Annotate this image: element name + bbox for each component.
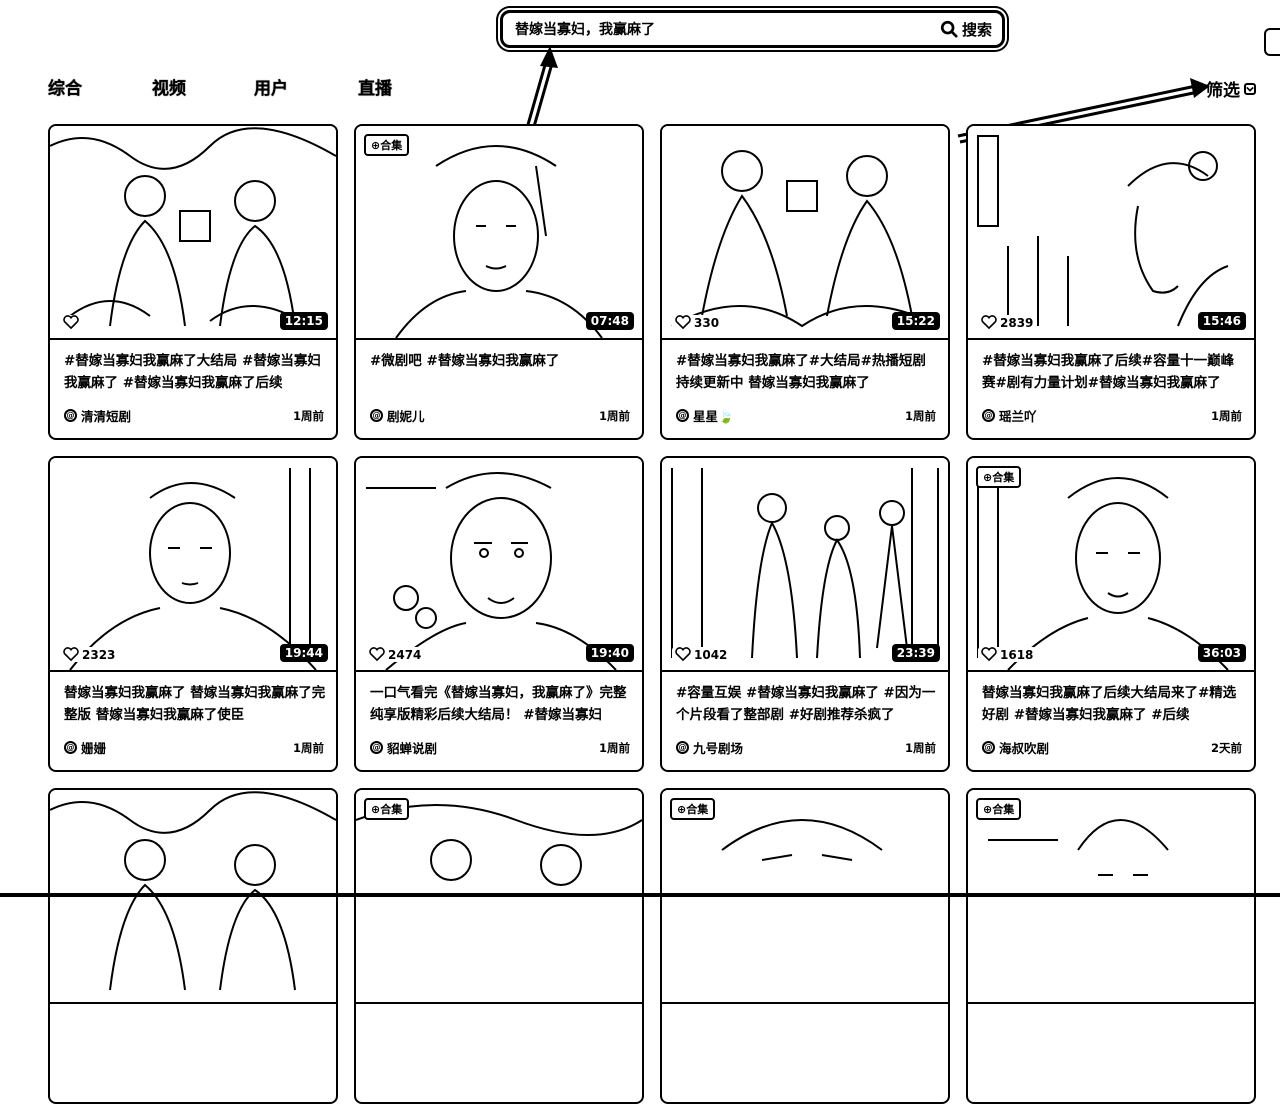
video-thumbnail: ⊕合集: [356, 790, 642, 1004]
at-icon: @: [982, 409, 995, 422]
video-duration: 19:40: [585, 644, 634, 662]
at-icon: @: [370, 409, 383, 422]
like-count: 2474: [366, 647, 425, 662]
video-thumbnail: 2474 19:40: [356, 458, 642, 672]
search-button[interactable]: 搜索: [938, 19, 994, 40]
like-count: 1042: [672, 647, 731, 662]
collection-tag: ⊕合集: [976, 798, 1022, 820]
heart-icon: [63, 647, 79, 662]
search-input[interactable]: [515, 21, 938, 37]
video-duration: 23:39: [891, 644, 940, 662]
heart-icon: [675, 647, 691, 662]
at-icon: @: [64, 741, 77, 754]
search-bar: 搜索: [500, 10, 1005, 48]
filter-button[interactable]: 筛选: [1206, 76, 1256, 101]
video-card[interactable]: ⊕合集 1618 36:03 替嫁当寡妇我赢麻了后续大结局来了#精选好剧 #替嫁…: [966, 456, 1256, 772]
video-thumbnail: ⊕合集: [968, 790, 1254, 1004]
publish-date: 1周前: [598, 740, 630, 755]
video-title[interactable]: #容量互娱 #替嫁当寡妇我赢麻了 #因为一个片段看了整部剧 #好剧推荐杀疯了: [676, 685, 936, 723]
video-thumbnail: ⊕合集 1618 36:03: [968, 458, 1254, 672]
video-thumbnail: 1042 23:39: [662, 458, 948, 672]
at-icon: @: [676, 741, 689, 754]
like-count: 330: [672, 315, 723, 330]
bottom-border: [0, 893, 1280, 897]
video-duration: 15:22: [891, 312, 940, 330]
author[interactable]: @ 瑶兰吖: [982, 406, 1037, 425]
search-icon: [940, 20, 958, 38]
author[interactable]: @ 九号剧场: [676, 738, 743, 757]
video-duration: 19:44: [279, 644, 328, 662]
collection-tag: ⊕合集: [364, 134, 410, 156]
publish-date: 1周前: [292, 740, 324, 755]
video-card[interactable]: ⊕合集: [354, 788, 644, 1104]
chevron-down-icon: [1244, 82, 1256, 95]
video-title[interactable]: 替嫁当寡妇我赢麻了 替嫁当寡妇我赢麻了完整版 替嫁当寡妇我赢麻了使臣: [64, 685, 326, 723]
like-count: 1618: [978, 647, 1037, 662]
filter-label: 筛选: [1206, 81, 1240, 101]
at-icon: @: [370, 741, 383, 754]
video-title[interactable]: 一口气看完《替嫁当寡妇，我赢麻了》完整纯享版精彩后续大结局！ #替嫁当寡妇: [370, 685, 627, 723]
publish-date: 1周前: [904, 408, 936, 423]
heart-icon: [369, 647, 385, 662]
author[interactable]: @ 姗姗: [64, 738, 106, 757]
collection-tag: ⊕合集: [364, 798, 410, 820]
video-thumbnail: ⊕合集 07:48: [356, 126, 642, 340]
video-title[interactable]: #替嫁当寡妇我赢麻了大结局 #替嫁当寡妇我赢麻了 #替嫁当寡妇我赢麻了后续: [64, 353, 321, 391]
collection-tag: ⊕合集: [976, 466, 1022, 488]
video-card[interactable]: 1042 23:39 #容量互娱 #替嫁当寡妇我赢麻了 #因为一个片段看了整部剧…: [660, 456, 950, 772]
video-duration: 07:48: [585, 312, 634, 330]
at-icon: @: [982, 741, 995, 754]
video-thumbnail: 12:15: [50, 126, 336, 340]
video-duration: 36:03: [1197, 644, 1246, 662]
like-count: [60, 315, 85, 330]
video-title[interactable]: 替嫁当寡妇我赢麻了后续大结局来了#精选好剧 #替嫁当寡妇我赢麻了 #后续: [982, 685, 1237, 723]
heart-icon: [675, 315, 691, 330]
video-card[interactable]: ⊕合集 07:48 #微剧吧 #替嫁当寡妇我赢麻了 @ 剧妮儿 1周前: [354, 124, 644, 440]
author[interactable]: @ 海叔吹剧: [982, 738, 1049, 757]
video-duration: 12:15: [279, 312, 328, 330]
video-card[interactable]: 2323 19:44 替嫁当寡妇我赢麻了 替嫁当寡妇我赢麻了完整版 替嫁当寡妇我…: [48, 456, 338, 772]
author[interactable]: @ 貂蝉说剧: [370, 738, 437, 757]
tab-all[interactable]: 综合: [48, 79, 82, 99]
video-duration: 15:46: [1197, 312, 1246, 330]
collection-tag: ⊕合集: [670, 798, 716, 820]
video-thumbnail: ⊕合集: [662, 790, 948, 1004]
corner-badge: [1264, 28, 1280, 56]
publish-date: 2天前: [1210, 740, 1242, 755]
video-thumbnail: 2839 15:46: [968, 126, 1254, 340]
tab-user[interactable]: 用户: [254, 79, 288, 99]
author[interactable]: @ 星星🍃: [676, 406, 734, 425]
publish-date: 1周前: [904, 740, 936, 755]
video-title[interactable]: #替嫁当寡妇我赢麻了后续#容量十一巅峰赛#剧有力量计划#替嫁当寡妇我赢麻了: [982, 353, 1235, 391]
heart-icon: [981, 315, 997, 330]
publish-date: 1周前: [292, 408, 324, 423]
video-card[interactable]: ⊕合集: [966, 788, 1256, 1104]
video-card[interactable]: 330 15:22 #替嫁当寡妇我赢麻了#大结局#热播短剧持续更新中 替嫁当寡妇…: [660, 124, 950, 440]
like-count: 2323: [60, 647, 119, 662]
tab-live[interactable]: 直播: [358, 79, 392, 99]
publish-date: 1周前: [1210, 408, 1242, 423]
video-card[interactable]: 12:15 #替嫁当寡妇我赢麻了大结局 #替嫁当寡妇我赢麻了 #替嫁当寡妇我赢麻…: [48, 124, 338, 440]
heart-icon: [63, 315, 79, 330]
tab-video[interactable]: 视频: [152, 79, 186, 99]
like-count: 2839: [978, 315, 1037, 330]
publish-date: 1周前: [598, 408, 630, 423]
video-card[interactable]: 2839 15:46 #替嫁当寡妇我赢麻了后续#容量十一巅峰赛#剧有力量计划#替…: [966, 124, 1256, 440]
at-icon: @: [64, 409, 77, 422]
at-icon: @: [676, 409, 689, 422]
video-card[interactable]: [48, 788, 338, 1104]
video-thumbnail: 330 15:22: [662, 126, 948, 340]
video-card[interactable]: ⊕合集: [660, 788, 950, 1104]
search-button-label: 搜索: [961, 20, 992, 39]
author[interactable]: @ 剧妮儿: [370, 406, 425, 425]
video-title[interactable]: #微剧吧 #替嫁当寡妇我赢麻了: [370, 353, 560, 369]
video-title[interactable]: #替嫁当寡妇我赢麻了#大结局#热播短剧持续更新中 替嫁当寡妇我赢麻了: [676, 353, 926, 391]
video-thumbnail: 2323 19:44: [50, 458, 336, 672]
heart-icon: [981, 647, 997, 662]
video-card[interactable]: 2474 19:40 一口气看完《替嫁当寡妇，我赢麻了》完整纯享版精彩后续大结局…: [354, 456, 644, 772]
video-thumbnail: [50, 790, 336, 1004]
author[interactable]: @ 清清短剧: [64, 406, 131, 425]
